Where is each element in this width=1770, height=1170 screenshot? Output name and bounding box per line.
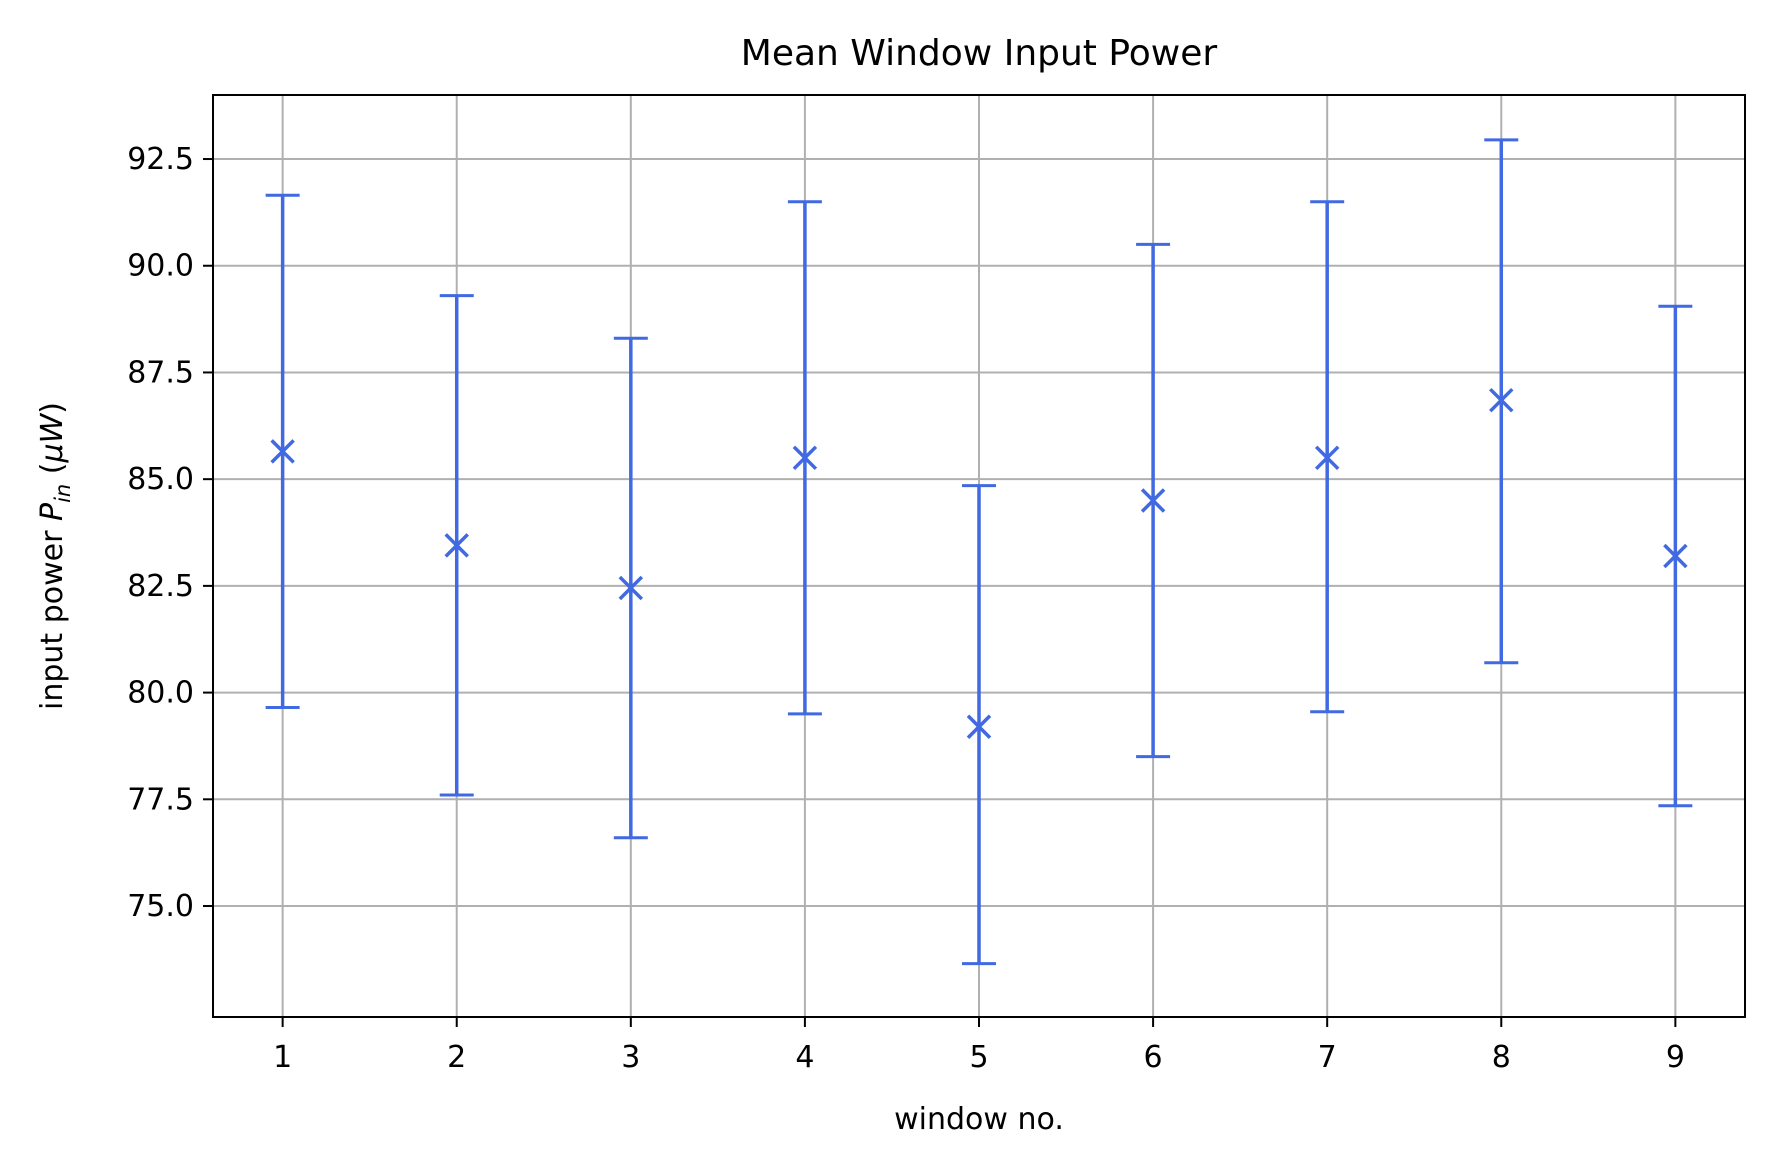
- data-point-marker: [618, 575, 644, 601]
- y-tick-label: 90.0: [127, 249, 194, 284]
- data-point-marker: [792, 445, 818, 471]
- x-tick-label: 2: [447, 1040, 466, 1075]
- x-tick-label: 5: [969, 1040, 988, 1075]
- y-axis-ticks: 75.0 77.5 80.0 82.5 85.0 87.5 90.0 92.5: [127, 142, 213, 924]
- y-axis-title-subscript: in: [51, 484, 75, 503]
- marker-stroke: [792, 445, 818, 471]
- data-series: [265, 138, 1693, 966]
- y-axis-title-unit: μW: [35, 412, 70, 463]
- y-tick-label: 92.5: [127, 142, 194, 177]
- x-tick-label: 6: [1144, 1040, 1163, 1075]
- y-tick-label: 87.5: [127, 355, 194, 390]
- data-point-marker: [1663, 543, 1688, 569]
- y-tick-label: 75.0: [127, 889, 194, 924]
- y-axis-title: input power Pin (μW): [35, 402, 75, 710]
- marker-stroke: [966, 714, 992, 739]
- data-point-marker: [270, 439, 295, 464]
- marker-stroke: [1314, 445, 1340, 471]
- y-axis-title-unit-open: (: [35, 463, 70, 484]
- x-tick-label: 9: [1666, 1040, 1685, 1075]
- x-tick-label: 4: [795, 1040, 814, 1075]
- x-tick-label: 8: [1492, 1040, 1511, 1075]
- marker-stroke: [444, 533, 469, 558]
- marker-stroke: [1489, 387, 1514, 413]
- data-point-marker: [1140, 488, 1166, 513]
- y-axis-title-main: input power: [35, 521, 70, 710]
- marker-stroke: [270, 439, 295, 464]
- x-axis-title: window no.: [894, 1102, 1064, 1137]
- data-point-marker: [966, 714, 992, 739]
- x-tick-label: 1: [273, 1040, 292, 1075]
- y-axis-title-symbol: P: [35, 502, 70, 521]
- data-point-marker: [1314, 445, 1340, 471]
- marker-stroke: [1140, 488, 1166, 513]
- data-point-marker: [444, 533, 469, 558]
- y-tick-label: 85.0: [127, 462, 194, 497]
- x-tick-label: 3: [621, 1040, 640, 1075]
- marker-stroke: [618, 575, 644, 601]
- y-tick-label: 80.0: [127, 676, 194, 711]
- chart-title: Mean Window Input Power: [741, 33, 1218, 74]
- data-point-marker: [1489, 387, 1514, 413]
- marker-stroke: [1663, 543, 1688, 569]
- y-tick-label: 77.5: [127, 782, 194, 817]
- y-axis-title-unit-close: ): [35, 402, 70, 414]
- y-tick-label: 82.5: [127, 569, 194, 604]
- x-tick-label: 7: [1318, 1040, 1337, 1075]
- x-axis-ticks: 1 2 3 4 5 6 7 8 9: [273, 1017, 1685, 1075]
